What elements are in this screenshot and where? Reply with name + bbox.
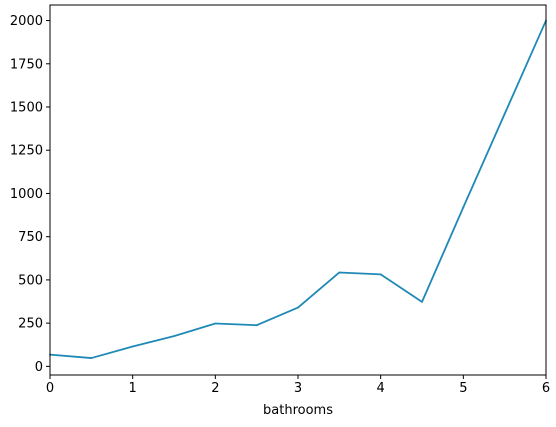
- x-tick-label: 1: [129, 381, 137, 396]
- data-point: [462, 206, 465, 209]
- data-point: [503, 113, 506, 115]
- x-tick-label: 4: [377, 381, 385, 396]
- y-tick-label: 1750: [10, 57, 43, 72]
- data-point: [297, 306, 299, 309]
- data-point: [214, 322, 217, 325]
- x-tick-label: 2: [211, 381, 219, 396]
- data-point: [173, 335, 175, 337]
- x-axis-label: bathrooms: [263, 403, 333, 418]
- y-tick-label: 1250: [10, 144, 43, 159]
- plot-area: [49, 19, 547, 359]
- data-point: [90, 357, 93, 359]
- data-point: [338, 271, 341, 274]
- data-point: [421, 300, 423, 303]
- x-tick-label: 0: [46, 381, 54, 396]
- x-tick-label: 3: [294, 381, 302, 396]
- y-tick-label: 1000: [10, 187, 43, 202]
- y-tick-label: 1500: [10, 101, 43, 116]
- data-point: [255, 324, 258, 327]
- y-tick-label: 2000: [10, 14, 43, 29]
- y-axis: 0 250 500 750 1000 1250 1500 1750 2000: [10, 14, 50, 375]
- y-tick-label: 750: [18, 230, 43, 245]
- data-point: [131, 345, 134, 348]
- x-tick-label: 5: [459, 381, 467, 396]
- data-point: [379, 273, 382, 276]
- x-tick-label: 6: [542, 381, 550, 396]
- x-axis: 0 1 2 3 4 5 6: [46, 375, 550, 396]
- y-tick-label: 250: [18, 317, 43, 332]
- y-tick-label: 500: [18, 273, 43, 288]
- y-tick-label: 0: [35, 360, 43, 375]
